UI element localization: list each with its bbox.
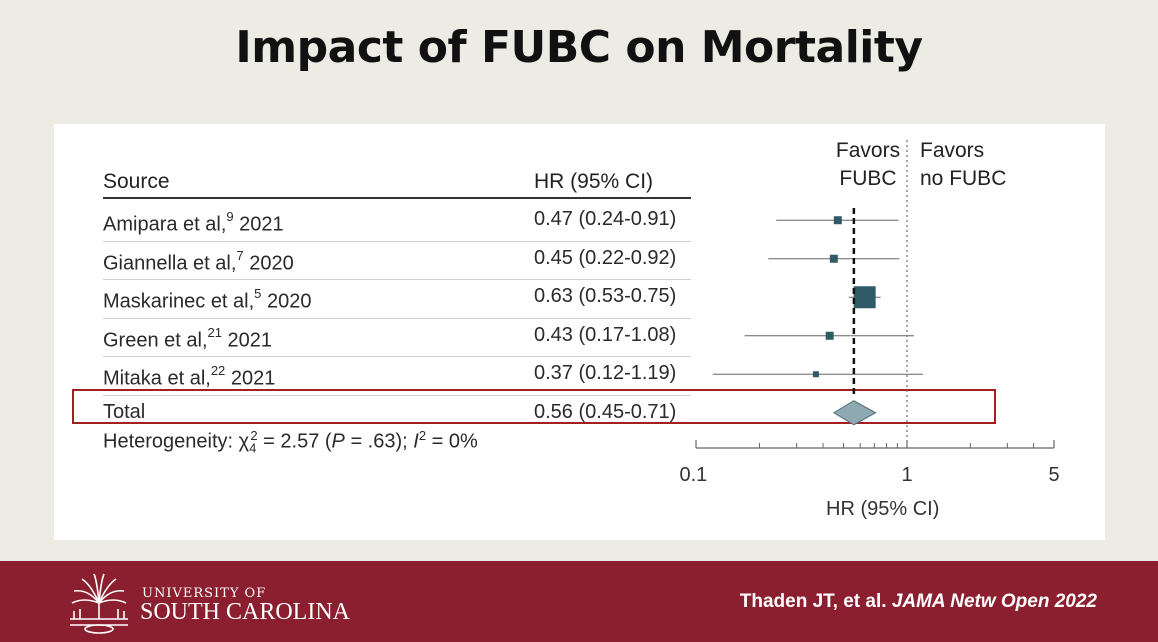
study-hr-value: 0.45 (0.22-0.92) [534,246,677,269]
study-marker [833,216,842,225]
study-source: Giannella et al,7 2020 [103,247,294,275]
header-rule [103,197,691,199]
row-divider [103,240,691,242]
study-marker [829,254,838,263]
hr-header: HR (95% CI) [534,170,654,193]
study-marker [812,371,819,378]
university-line-2: SOUTH CAROLINA [140,599,350,625]
favors-fubc-label: Favors FUBC [835,139,901,190]
study-source: Maskarinec et al,5 2020 [103,286,312,313]
x-tick-label: 0.1 [679,464,708,486]
x-axis-title: HR (95% CI) [826,498,940,520]
study-marker [853,286,876,309]
study-hr-value: 0.37 (0.12-1.19) [534,362,677,384]
university-line-1: UNIVERSITY OF [142,586,267,601]
total-label: Total [103,400,146,423]
university-logo-icon [70,573,128,634]
footer-bar [0,561,1158,642]
x-tick-label: 1 [901,464,913,486]
slide-title: Impact of FUBC on Mortality [235,22,923,73]
x-tick-label: 5 [1048,464,1060,486]
forest-plot-panel [54,124,1105,540]
row-divider [103,394,691,396]
study-source: Amipara et al,9 2021 [103,209,284,236]
study-hr-value: 0.47 (0.24-0.91) [534,208,677,230]
pooled-diamond [832,400,877,426]
row-divider [103,279,691,280]
row-divider [103,356,691,357]
citation: Thaden JT, et al. JAMA Netw Open 2022 [739,591,1097,612]
total-hr-value: 0.56 (0.45-0.71) [534,400,677,423]
heterogeneity-text: Heterogeneity: χ42 = 2.57 (P = .63); I2 … [103,428,478,456]
study-hr-value: 0.63 (0.53-0.75) [534,285,677,307]
total-highlight-box [72,389,996,424]
study-source: Green et al,21 2021 [103,324,273,352]
favors-no-fubc-label: Favors no FUBC [920,139,1007,190]
study-marker [825,331,834,340]
row-divider [103,317,691,319]
study-source: Mitaka et al,22 2021 [103,363,276,390]
study-hr-value: 0.43 (0.17-1.08) [534,323,677,346]
source-header: Source [103,170,170,193]
